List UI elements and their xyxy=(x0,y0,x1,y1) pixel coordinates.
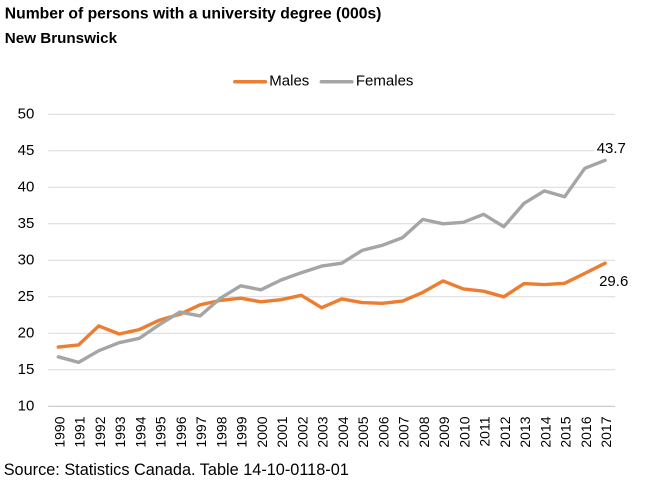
svg-text:45: 45 xyxy=(18,142,35,159)
svg-text:New Brunswick: New Brunswick xyxy=(5,30,118,47)
svg-text:2007: 2007 xyxy=(396,416,412,447)
svg-text:2004: 2004 xyxy=(335,416,351,447)
svg-text:43.7: 43.7 xyxy=(597,140,626,157)
svg-text:2005: 2005 xyxy=(355,416,371,447)
svg-text:1999: 1999 xyxy=(234,416,250,447)
svg-text:40: 40 xyxy=(18,179,35,196)
svg-text:1997: 1997 xyxy=(193,416,209,447)
svg-text:29.6: 29.6 xyxy=(599,273,628,290)
svg-text:1996: 1996 xyxy=(173,416,189,447)
svg-text:2006: 2006 xyxy=(375,416,391,447)
svg-text:1993: 1993 xyxy=(112,416,128,447)
svg-text:2015: 2015 xyxy=(558,416,574,447)
svg-text:2014: 2014 xyxy=(537,416,553,447)
svg-text:1990: 1990 xyxy=(51,416,67,447)
svg-text:1992: 1992 xyxy=(92,416,108,447)
svg-text:2003: 2003 xyxy=(315,416,331,447)
svg-text:Females: Females xyxy=(356,73,414,90)
svg-text:1998: 1998 xyxy=(213,416,229,447)
svg-text:2002: 2002 xyxy=(294,416,310,447)
svg-text:2016: 2016 xyxy=(578,416,594,447)
svg-text:25: 25 xyxy=(18,288,35,305)
svg-text:30: 30 xyxy=(18,252,35,269)
svg-text:Source: Statistics Canada. Tab: Source: Statistics Canada. Table 14-10-0… xyxy=(4,461,349,479)
svg-text:35: 35 xyxy=(18,215,35,232)
svg-text:Number of persons with a unive: Number of persons with a university degr… xyxy=(5,5,382,22)
svg-text:2012: 2012 xyxy=(497,416,513,447)
svg-text:2000: 2000 xyxy=(254,416,270,447)
svg-text:2011: 2011 xyxy=(477,416,493,446)
svg-text:1995: 1995 xyxy=(153,416,169,447)
svg-text:2013: 2013 xyxy=(517,416,533,447)
svg-text:1994: 1994 xyxy=(132,416,148,447)
svg-text:2017: 2017 xyxy=(598,416,614,447)
svg-text:2008: 2008 xyxy=(416,416,432,447)
svg-text:2009: 2009 xyxy=(436,416,452,447)
svg-text:1991: 1991 xyxy=(72,416,88,447)
svg-text:10: 10 xyxy=(18,398,35,415)
svg-text:20: 20 xyxy=(18,325,35,342)
svg-text:Males: Males xyxy=(269,73,309,90)
svg-text:2001: 2001 xyxy=(274,416,290,447)
svg-text:50: 50 xyxy=(18,106,35,123)
svg-text:15: 15 xyxy=(18,361,35,378)
svg-text:2010: 2010 xyxy=(456,416,472,447)
